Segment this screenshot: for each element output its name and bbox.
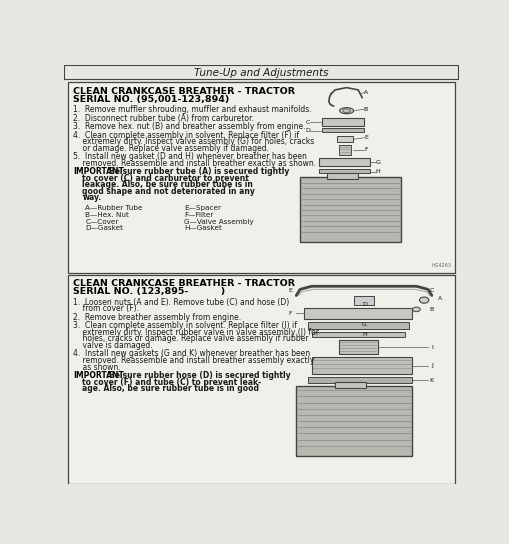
Text: 3.  Clean complete assembly in solvent. Replace filter (I) if: 3. Clean complete assembly in solvent. R…	[73, 322, 296, 330]
Bar	[307, 377, 412, 384]
Text: extremely dirty. Inspect rubber valve in valve assembly (J) for: extremely dirty. Inspect rubber valve in…	[73, 328, 319, 337]
Text: 2.  Disconnect rubber tube (A) from carburetor.: 2. Disconnect rubber tube (A) from carbu…	[73, 114, 253, 123]
Text: CLEAN CRANKCASE BREATHER - TRACTOR: CLEAN CRANKCASE BREATHER - TRACTOR	[73, 279, 295, 288]
Bar	[321, 119, 364, 126]
Bar	[334, 382, 365, 388]
Text: A—Rubber Tube: A—Rubber Tube	[86, 205, 143, 211]
Text: G: G	[361, 322, 366, 327]
Text: IMPORTANT:: IMPORTANT:	[73, 371, 126, 380]
Text: I: I	[430, 344, 432, 350]
Text: valve is damaged.: valve is damaged.	[73, 341, 152, 350]
Text: A: A	[363, 90, 367, 95]
Bar	[319, 158, 369, 166]
Bar	[307, 322, 408, 329]
Text: 2.  Remove breather assembly from engine.: 2. Remove breather assembly from engine.	[73, 313, 241, 322]
Bar	[319, 169, 369, 173]
Text: 4.  Clean complete assembly in solvent. Replace filter (F) if: 4. Clean complete assembly in solvent. R…	[73, 131, 299, 140]
Text: CLEAN CRANKCASE BREATHER - TRACTOR: CLEAN CRANKCASE BREATHER - TRACTOR	[73, 87, 295, 96]
Text: B: B	[429, 307, 433, 312]
Bar	[68, 82, 454, 273]
Text: as shown.: as shown.	[73, 362, 121, 372]
Text: H: H	[361, 332, 366, 337]
Text: 3.  Remove hex. nut (B) and breather assembly from engine.: 3. Remove hex. nut (B) and breather asse…	[73, 122, 305, 131]
Text: H: H	[375, 169, 379, 174]
Bar	[68, 275, 454, 484]
Ellipse shape	[342, 109, 350, 113]
Text: E—Spacer: E—Spacer	[184, 205, 220, 211]
Text: F: F	[288, 311, 291, 316]
Text: F: F	[363, 147, 367, 152]
Text: from cover (F).: from cover (F).	[73, 304, 139, 313]
Text: removed. Reassemble and install breather assembly exactly: removed. Reassemble and install breather…	[73, 356, 314, 365]
Text: E: E	[288, 288, 292, 293]
Text: SERIAL NO. (123,895-          ): SERIAL NO. (123,895- )	[73, 287, 225, 296]
Text: holes, cracks or damage. Replace valve assembly if rubber: holes, cracks or damage. Replace valve a…	[73, 335, 308, 343]
Bar	[321, 128, 364, 132]
Text: age. Also, be sure rubber tube is in good: age. Also, be sure rubber tube is in goo…	[82, 384, 259, 393]
Text: D—Gasket: D—Gasket	[86, 225, 123, 231]
Text: C—Cover: C—Cover	[86, 219, 119, 225]
Text: removed. Reassemble and install breather exactly as shown.: removed. Reassemble and install breather…	[73, 159, 316, 168]
Text: F—Filter: F—Filter	[184, 212, 213, 218]
Text: H—Gasket: H—Gasket	[184, 225, 221, 231]
Text: Be sure rubber hose (D) is secured tightly: Be sure rubber hose (D) is secured tight…	[108, 371, 290, 380]
Text: D: D	[361, 302, 366, 307]
Text: D: D	[305, 128, 309, 133]
Ellipse shape	[419, 297, 428, 303]
Ellipse shape	[412, 307, 419, 312]
Bar	[311, 332, 404, 337]
Bar	[296, 386, 412, 456]
Text: good shape and not deteriorated in any: good shape and not deteriorated in any	[82, 187, 254, 196]
Text: extremely dirty. Inspect valve assembly (G) for holes, cracks: extremely dirty. Inspect valve assembly …	[73, 137, 314, 146]
Bar	[336, 136, 352, 143]
Text: J: J	[430, 363, 432, 368]
Text: IMPORTANT:: IMPORTANT:	[73, 168, 126, 176]
Text: to cover (C) and carburetor to prevent: to cover (C) and carburetor to prevent	[82, 174, 249, 183]
Text: or damage. Replace valve assembly if damaged.: or damage. Replace valve assembly if dam…	[73, 144, 269, 153]
Text: G: G	[375, 160, 379, 165]
Text: way.: way.	[82, 194, 101, 202]
Bar	[338, 340, 377, 354]
Text: B: B	[363, 107, 367, 112]
Bar	[354, 295, 373, 305]
Bar	[338, 145, 351, 154]
Text: 1.  Loosen nuts (A and E). Remove tube (C) and hose (D): 1. Loosen nuts (A and E). Remove tube (C…	[73, 298, 289, 307]
Text: 1.  Remove muffler shrouding, muffler and exhaust manifolds.: 1. Remove muffler shrouding, muffler and…	[73, 106, 311, 114]
Bar	[299, 177, 400, 243]
Text: 5.  Install new gasket (D and H) whenever breather has been: 5. Install new gasket (D and H) whenever…	[73, 152, 306, 161]
Text: G—Valve Assembly: G—Valve Assembly	[184, 219, 253, 225]
Text: A: A	[437, 296, 441, 301]
Ellipse shape	[339, 108, 353, 114]
Text: SERIAL NO. (95,001-123,894): SERIAL NO. (95,001-123,894)	[73, 95, 229, 103]
Text: K: K	[429, 378, 433, 383]
Text: C: C	[305, 120, 309, 125]
Text: to cover (F) and tube (C) to prevent leak-: to cover (F) and tube (C) to prevent lea…	[82, 378, 261, 387]
Bar	[311, 357, 412, 374]
Text: E: E	[363, 135, 367, 140]
Bar	[327, 173, 357, 179]
Text: HG4263: HG4263	[431, 263, 450, 268]
Text: Be sure rubber tube (A) is secured tightly: Be sure rubber tube (A) is secured tight…	[108, 168, 289, 176]
Text: Tune-Up and Adjustments: Tune-Up and Adjustments	[194, 69, 328, 78]
Text: leakage. Also, be sure rubber tube is in: leakage. Also, be sure rubber tube is in	[82, 181, 253, 189]
Text: C: C	[429, 288, 433, 293]
Text: B—Hex. Nut: B—Hex. Nut	[86, 212, 129, 218]
Text: 4.  Install new gaskets (G and K) whenever breather has been: 4. Install new gaskets (G and K) wheneve…	[73, 349, 309, 358]
Bar	[303, 308, 412, 319]
